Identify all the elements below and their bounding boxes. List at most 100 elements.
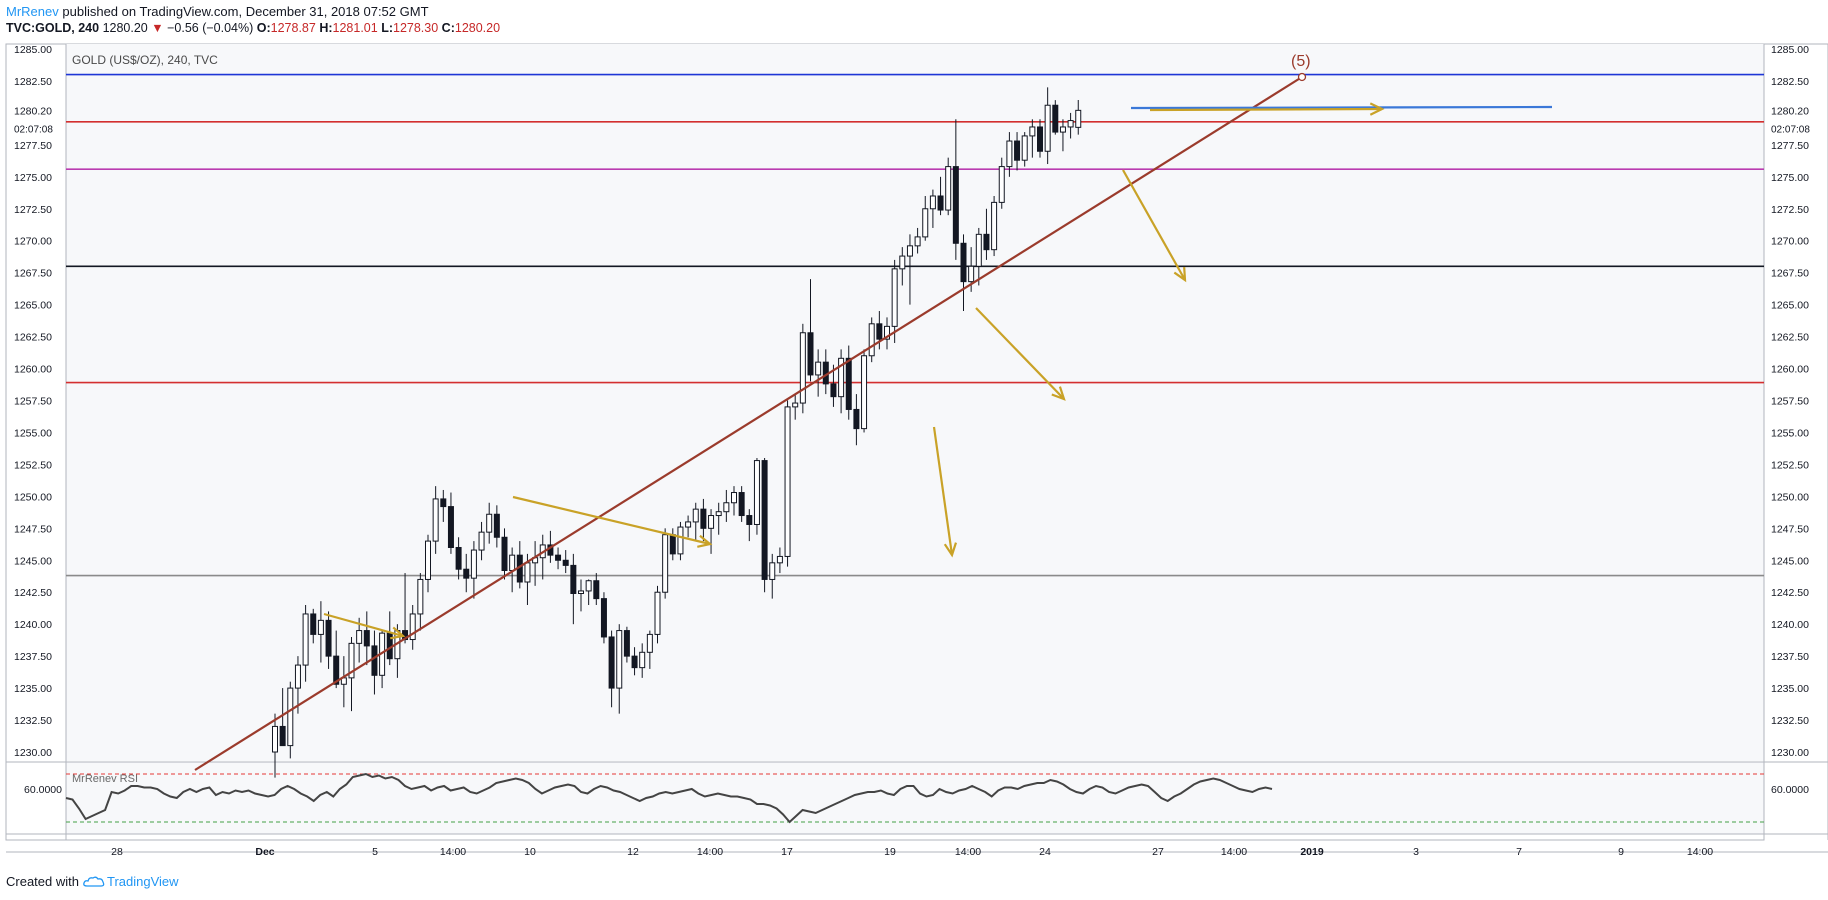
rsi-tick-left: 60.0000: [24, 784, 62, 796]
candle-body: [333, 655, 340, 685]
candle-body: [501, 536, 508, 571]
tradingview-cloud-icon: [83, 876, 105, 887]
pattern-arrow-2-head: [697, 534, 713, 548]
time-tick: 14:00: [1221, 846, 1247, 858]
candle-body: [654, 591, 661, 635]
symbol-header: TVC:GOLD, 240 1280.20 ▼ −0.56 (−0.04%) O…: [6, 21, 500, 35]
candle-body: [363, 630, 370, 647]
candle-body: [769, 562, 776, 580]
candle-body: [830, 383, 837, 398]
time-tick: 3: [1413, 846, 1419, 858]
price-tick-left: 1252.50: [14, 459, 52, 471]
candle-body: [677, 526, 684, 555]
high-label: H:: [319, 21, 333, 35]
price-tick-left: 1257.50: [14, 396, 52, 408]
candle-body: [417, 578, 424, 615]
pattern-arrow-6-head: [1369, 102, 1385, 116]
candle-body: [486, 513, 493, 533]
price-tick-left: 1267.50: [14, 268, 52, 280]
candle-body: [1075, 109, 1082, 128]
tradingview-brand-link[interactable]: TradingView: [83, 874, 179, 889]
price-tick-right: 1260.00: [1771, 364, 1809, 376]
candle-body: [876, 323, 883, 340]
price-tick-right: 1230.00: [1771, 747, 1809, 759]
price-tick-right: 1235.00: [1771, 683, 1809, 695]
price-tick-right: 1232.50: [1771, 715, 1809, 727]
candle-body: [371, 645, 378, 676]
candle-body: [294, 664, 301, 689]
published-text: published on TradingView.com, December 3…: [62, 4, 429, 19]
price-tick-left: 1247.50: [14, 523, 52, 535]
candle-body: [669, 534, 676, 555]
pattern-arrow-2: [512, 495, 711, 546]
candle-body: [1006, 140, 1013, 168]
price-tick-right: 1285.00: [1771, 44, 1809, 56]
price-tick-right: 1275.00: [1771, 172, 1809, 184]
price-tick-right: 1282.50: [1771, 76, 1809, 88]
candle-body: [968, 265, 975, 283]
pattern-arrow-3-head: [943, 542, 958, 558]
candle-body: [991, 201, 998, 251]
price-tick-left: 1282.50: [14, 76, 52, 88]
candle-body: [922, 208, 929, 238]
pattern-arrow-5: [1122, 169, 1186, 281]
time-tick: 5: [372, 846, 378, 858]
rsi-tick-right: 60.0000: [1771, 784, 1809, 796]
candle-body: [692, 508, 699, 523]
time-tick: 24: [1039, 846, 1051, 858]
candle-body: [1037, 126, 1043, 152]
candle-body: [1052, 104, 1059, 133]
wave-5-label: (5): [1291, 53, 1311, 70]
candle-body: [838, 357, 845, 398]
price-tick-left: 1262.50: [14, 332, 52, 344]
time-tick: 27: [1152, 846, 1164, 858]
candle-body: [891, 268, 898, 327]
tradingview-brand: TradingView: [106, 874, 179, 889]
candle-body: [746, 515, 753, 525]
candle-body: [317, 619, 324, 635]
author-link[interactable]: MrRenev: [6, 4, 59, 19]
pattern-arrow-1: [323, 612, 404, 638]
price-tick-left: 1245.00: [14, 555, 52, 567]
candle-body: [1044, 104, 1051, 152]
candle-body: [906, 245, 913, 257]
price-tick-left: 1285.00: [14, 44, 52, 56]
candle-body: [899, 255, 906, 270]
candle-body: [639, 651, 646, 669]
candle-body: [631, 655, 638, 669]
pattern-arrow-4-head: [1051, 386, 1066, 401]
candle-body: [302, 613, 309, 666]
candle-body: [493, 513, 500, 538]
price-tick-left: 1242.50: [14, 587, 52, 599]
candle-body: [753, 460, 760, 525]
candle-body: [425, 540, 431, 580]
candle-body: [310, 613, 317, 635]
candle-body: [738, 492, 745, 517]
price-tick-right: 1262.50: [1771, 332, 1809, 344]
price-tick-left: 1260.00: [14, 364, 52, 376]
candle-body: [600, 598, 607, 638]
price-tick-right: 1245.00: [1771, 555, 1809, 567]
candle-body: [914, 236, 921, 247]
candle-body: [578, 590, 584, 595]
candle-body: [463, 568, 470, 579]
candle-body: [776, 555, 783, 564]
candle-body: [1029, 126, 1036, 137]
time-tick: 9: [1618, 846, 1624, 858]
price-tick-left: 1275.00: [14, 172, 52, 184]
candle-body: [799, 332, 806, 404]
time-tick: 2019: [1300, 846, 1324, 858]
low-value: 1278.30: [393, 21, 439, 35]
candle-body: [616, 630, 623, 689]
price-tick-right: 1237.50: [1771, 651, 1809, 663]
price-tick-right: 1270.00: [1771, 236, 1809, 248]
countdown-left: 02:07:08: [14, 124, 53, 135]
candle-body: [478, 531, 485, 551]
price-tick-right: 1250.00: [1771, 491, 1809, 503]
candle-body: [960, 242, 967, 283]
time-tick: 17: [781, 846, 793, 858]
open-label: O:: [256, 21, 271, 35]
candle-body: [715, 511, 722, 517]
publish-header: MrRenev published on TradingView.com, De…: [6, 4, 429, 19]
